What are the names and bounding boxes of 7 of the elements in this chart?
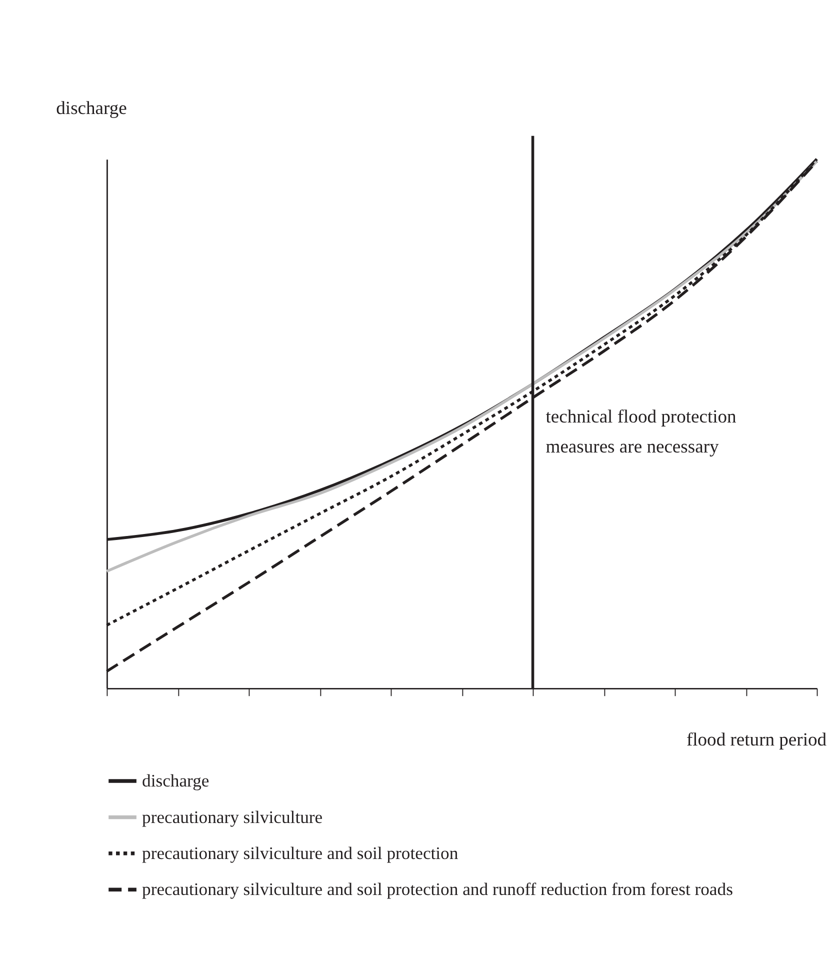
legend-label: precautionary silviculture <box>142 806 323 827</box>
legend-label: precautionary silviculture and soil protection <box>142 842 458 863</box>
legend-label: discharge <box>142 770 210 791</box>
annotation: technical flood protection measures are necessary <box>546 406 736 458</box>
x-axis-title: flood return period <box>686 729 828 750</box>
y-axis-title: discharge <box>56 98 127 120</box>
legend-label: precautionary silviculture and soil protection and runoff reduction from forest roads <box>142 879 734 900</box>
